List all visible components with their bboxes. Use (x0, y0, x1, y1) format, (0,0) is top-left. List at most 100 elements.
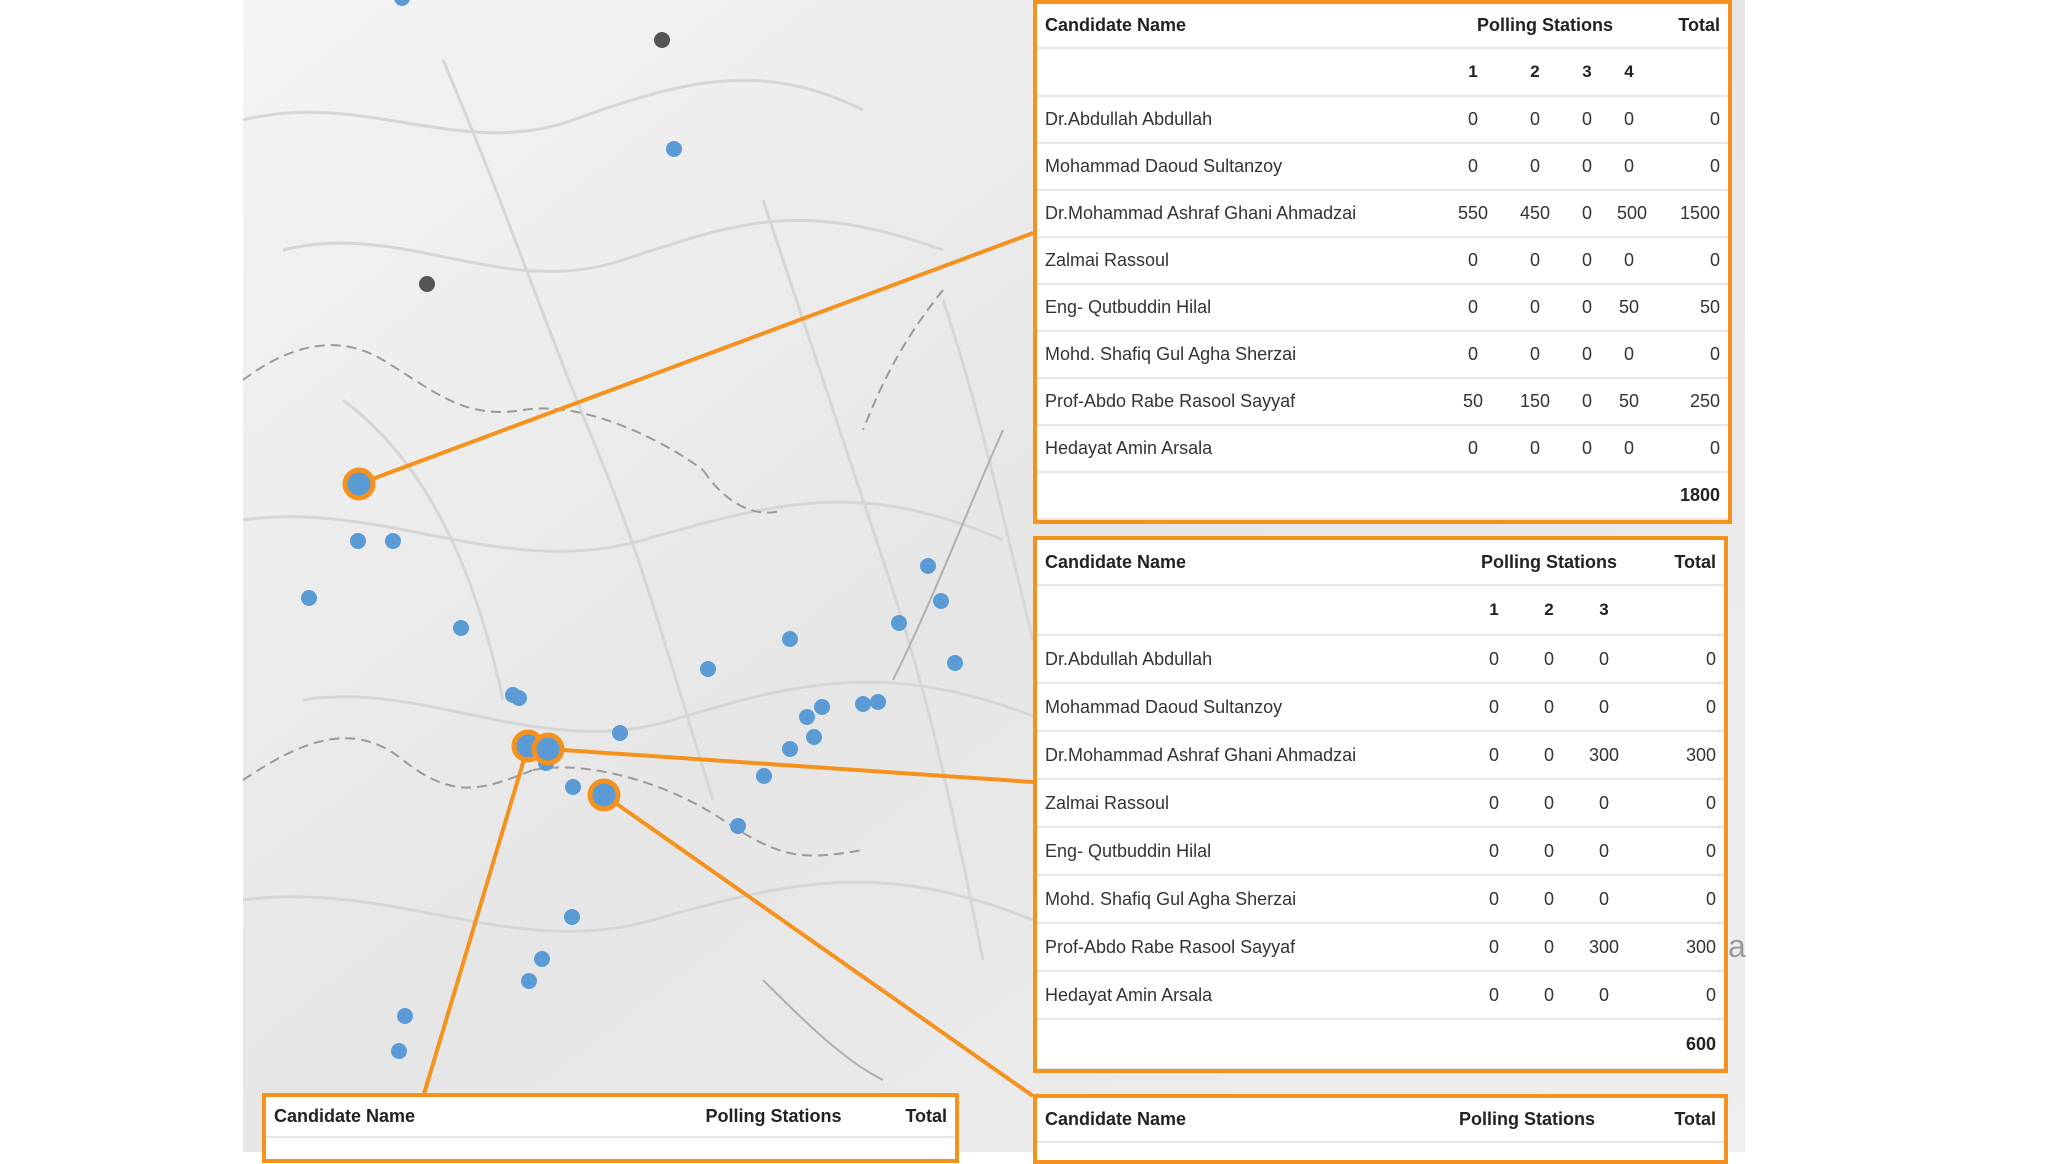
candidate-name: Mohd. Shafiq Gul Agha Sherzai (1045, 344, 1297, 364)
station-vote-count: 0 (1581, 297, 1592, 317)
station-vote-count: 0 (1581, 250, 1592, 270)
polling-station-marker[interactable] (565, 779, 581, 795)
station-vote-count: 0 (1488, 792, 1499, 813)
station-vote-count: 0 (1529, 438, 1540, 458)
candidate-total: 0 (1710, 156, 1721, 176)
station-vote-count: 0 (1598, 792, 1609, 813)
station-vote-count: 300 (1588, 744, 1620, 765)
candidate-row: Dr.Abdullah Abdullah 0 0 0 0 (1037, 635, 1724, 683)
polling-station-marker[interactable] (700, 661, 716, 677)
polling-station-marker[interactable] (933, 593, 949, 609)
polling-station-marker[interactable] (534, 951, 550, 967)
station-vote-count: 50 (1462, 391, 1484, 411)
inactive-station-marker[interactable] (654, 32, 670, 48)
station-vote-count: 0 (1581, 438, 1592, 458)
station-vote-count: 0 (1581, 156, 1592, 176)
polling-station-marker[interactable] (666, 141, 682, 157)
candidate-row: Dr.Mohammad Ashraf Ghani Ahmadzai 550 450 0… (1037, 190, 1728, 237)
polling-station-marker[interactable] (505, 687, 521, 703)
station-vote-count: 0 (1543, 792, 1554, 813)
candidate-name: Hedayat Amin Arsala (1045, 438, 1213, 458)
polling-station-marker[interactable] (397, 1008, 413, 1024)
candidate-row: Eng- Qutbuddin Hilal 0 0 0 0 (1037, 827, 1724, 875)
station-vote-count: 0 (1488, 936, 1499, 957)
candidate-total: 300 (1685, 744, 1716, 765)
station-number: 1 (1489, 600, 1499, 619)
candidate-row: Eng- Qutbuddin Hilal 0 0 0 50 50 (1037, 284, 1728, 331)
polling-station-marker[interactable] (521, 973, 537, 989)
polling-station-marker[interactable] (538, 755, 554, 771)
candidate-row: Zalmai Rassoul 0 0 0 0 (1037, 779, 1724, 827)
polling-station-marker[interactable] (756, 768, 772, 784)
polling-station-marker[interactable] (391, 1043, 407, 1059)
station-vote-count: 0 (1529, 250, 1540, 270)
header-candidate-name: Candidate Name (274, 1106, 416, 1126)
candidate-total: 300 (1685, 936, 1716, 957)
candidate-total: 50 (1699, 297, 1721, 317)
polling-station-marker[interactable] (782, 631, 798, 647)
results-table-1: Candidate Name Polling Stations Total 1 … (1037, 4, 1728, 520)
polling-station-marker[interactable] (814, 699, 830, 715)
station-vote-count: 0 (1543, 888, 1554, 909)
polling-station-marker[interactable] (564, 909, 580, 925)
polling-station-marker[interactable] (730, 818, 746, 834)
station-vote-count: 0 (1598, 840, 1609, 861)
results-panel-3: Candidate Name Polling Stations Total (262, 1093, 959, 1163)
candidate-name: Eng- Qutbuddin Hilal (1045, 297, 1212, 317)
polling-station-marker[interactable] (920, 558, 936, 574)
station-vote-count: 300 (1588, 936, 1620, 957)
candidate-row: Dr.Mohammad Ashraf Ghani Ahmadzai 0 0 300 30… (1037, 731, 1724, 779)
candidate-total: 0 (1705, 840, 1716, 861)
polling-station-marker[interactable] (453, 620, 469, 636)
station-vote-count: 0 (1581, 203, 1592, 223)
candidate-row: Mohd. Shafiq Gul Agha Sherzai 0 0 0 0 (1037, 875, 1724, 923)
candidate-total: 0 (1705, 648, 1716, 669)
station-number: 2 (1544, 600, 1554, 619)
results-panel-4: Candidate Name Polling Stations Total (1033, 1094, 1728, 1164)
header-polling-stations: Polling Stations (1477, 15, 1614, 35)
candidate-row: Zalmai Rassoul 0 0 0 0 0 (1037, 237, 1728, 284)
polling-station-marker[interactable] (394, 0, 410, 6)
station-vote-count: 0 (1624, 438, 1635, 458)
candidate-total: 0 (1710, 109, 1721, 129)
polling-station-marker[interactable] (947, 655, 963, 671)
candidate-total: 0 (1710, 344, 1721, 364)
polling-station-marker[interactable] (301, 590, 317, 606)
candidate-total: 1500 (1679, 203, 1721, 223)
polling-station-marker[interactable] (891, 615, 907, 631)
candidate-name: Hedayat Amin Arsala (1045, 984, 1213, 1005)
station-vote-count: 0 (1543, 744, 1554, 765)
polling-station-marker[interactable] (870, 694, 886, 710)
candidate-row: Hedayat Amin Arsala 0 0 0 0 0 (1037, 425, 1728, 472)
candidate-name: Eng- Qutbuddin Hilal (1045, 840, 1212, 861)
station-vote-count: 0 (1488, 840, 1499, 861)
candidate-name: Prof-Abdo Rabe Rasool Sayyaf (1045, 391, 1296, 411)
station-vote-count: 0 (1488, 984, 1499, 1005)
results-panel-1: Candidate Name Polling Stations Total 1 … (1033, 0, 1732, 524)
header-total: Total (1678, 15, 1721, 35)
header-polling-stations: Polling Stations (1458, 1109, 1595, 1129)
station-vote-count: 0 (1598, 696, 1609, 717)
header-candidate-name: Candidate Name (1045, 551, 1187, 572)
station-vote-count: 0 (1624, 250, 1635, 270)
polling-station-marker[interactable] (782, 741, 798, 757)
polling-station-marker[interactable] (385, 533, 401, 549)
table-header-row: Candidate Name Polling Stations Total (1037, 1098, 1724, 1142)
candidate-name: Zalmai Rassoul (1045, 250, 1170, 270)
polling-station-marker[interactable] (855, 696, 871, 712)
polling-station-marker[interactable] (612, 725, 628, 741)
grand-total: 600 (1685, 1033, 1716, 1054)
header-total: Total (1674, 551, 1716, 572)
polling-station-marker[interactable] (350, 533, 366, 549)
candidate-row: Mohd. Shafiq Gul Agha Sherzai 0 0 0 0 0 (1037, 331, 1728, 378)
candidate-row: Prof-Abdo Rabe Rasool Sayyaf 50 150 0 50 250 (1037, 378, 1728, 425)
candidate-row: Dr.Abdullah Abdullah 0 0 0 0 0 (1037, 96, 1728, 143)
station-number: 2 (1530, 62, 1540, 81)
station-vote-count: 150 (1519, 391, 1551, 411)
candidate-name: Mohammad Daoud Sultanzoy (1045, 156, 1283, 176)
station-vote-count: 0 (1598, 888, 1609, 909)
polling-station-marker[interactable] (806, 729, 822, 745)
inactive-station-marker[interactable] (419, 276, 435, 292)
polling-station-marker[interactable] (799, 709, 815, 725)
station-number-row: 1 2 3 (1037, 585, 1724, 635)
